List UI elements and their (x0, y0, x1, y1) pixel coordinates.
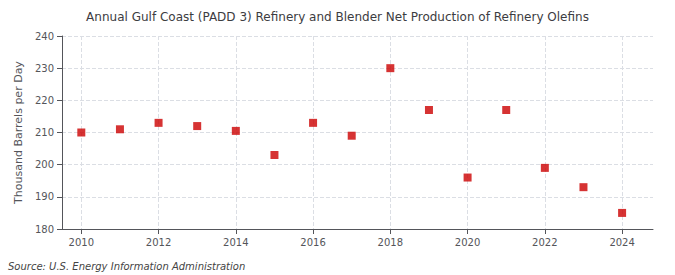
svg-text:220: 220 (35, 95, 54, 106)
svg-text:2012: 2012 (146, 237, 171, 248)
svg-text:180: 180 (35, 224, 54, 235)
svg-text:2020: 2020 (455, 237, 480, 248)
svg-text:210: 210 (35, 127, 54, 138)
svg-text:200: 200 (35, 159, 54, 170)
svg-text:2016: 2016 (300, 237, 325, 248)
svg-text:240: 240 (35, 31, 54, 42)
svg-text:230: 230 (35, 63, 54, 74)
svg-text:2022: 2022 (532, 237, 557, 248)
svg-text:2010: 2010 (69, 237, 94, 248)
svg-text:190: 190 (35, 191, 54, 202)
svg-text:2018: 2018 (378, 237, 403, 248)
svg-text:Source: U.S. Energy Informatio: Source: U.S. Energy Information Administ… (8, 261, 245, 272)
svg-text:2014: 2014 (223, 237, 248, 248)
svg-text:Annual Gulf Coast (PADD 3) Ref: Annual Gulf Coast (PADD 3) Refinery and … (86, 10, 589, 24)
svg-text:2024: 2024 (609, 237, 634, 248)
svg-text:Thousand Barrels per Day: Thousand Barrels per Day (12, 61, 25, 205)
